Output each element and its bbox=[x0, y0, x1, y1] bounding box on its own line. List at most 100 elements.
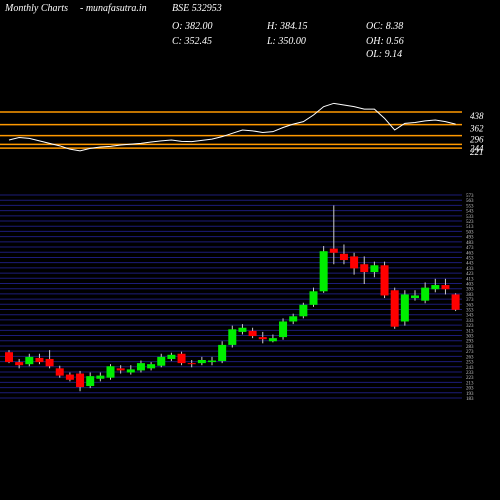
level-label: 296 bbox=[470, 135, 484, 145]
y-tick-label: 533 bbox=[466, 215, 474, 220]
open-label: O: 382.00 bbox=[172, 21, 213, 32]
candle-body bbox=[360, 264, 369, 273]
candle-body bbox=[25, 356, 34, 365]
y-tick-label: 543 bbox=[466, 210, 474, 215]
y-tick-label: 473 bbox=[466, 246, 474, 251]
y-tick-label: 393 bbox=[466, 288, 474, 293]
y-tick-label: 273 bbox=[466, 350, 474, 355]
candle-body bbox=[35, 357, 44, 363]
candle-body bbox=[55, 368, 64, 376]
y-tick-label: 203 bbox=[466, 387, 474, 392]
candle-body bbox=[177, 353, 186, 364]
candle-body bbox=[147, 364, 156, 369]
level-label: 438 bbox=[470, 111, 484, 121]
y-tick-label: 233 bbox=[466, 371, 474, 376]
candle-body bbox=[218, 344, 227, 362]
y-tick-label: 413 bbox=[466, 277, 474, 282]
y-tick-label: 263 bbox=[466, 355, 474, 360]
y-tick-label: 453 bbox=[466, 256, 474, 261]
y-tick-label: 573 bbox=[466, 194, 474, 199]
y-tick-label: 243 bbox=[466, 366, 474, 371]
candle-body bbox=[15, 362, 24, 366]
y-tick-label: 333 bbox=[466, 319, 474, 324]
y-tick-label: 483 bbox=[466, 241, 474, 246]
y-tick-label: 493 bbox=[466, 236, 474, 241]
candle-body bbox=[441, 285, 450, 290]
candle-body bbox=[86, 376, 95, 387]
candle-body bbox=[197, 360, 206, 364]
y-tick-label: 523 bbox=[466, 220, 474, 225]
y-tick-label: 423 bbox=[466, 272, 474, 277]
y-tick-label: 373 bbox=[466, 298, 474, 303]
candle-body bbox=[329, 248, 338, 253]
candle-body bbox=[258, 337, 267, 340]
y-tick-label: 353 bbox=[466, 309, 474, 314]
candle-body bbox=[400, 294, 409, 322]
y-tick-label: 303 bbox=[466, 335, 474, 340]
y-tick-label: 293 bbox=[466, 340, 474, 345]
site: Monthly Charts bbox=[4, 3, 68, 14]
candle-body bbox=[279, 321, 288, 338]
candle-body bbox=[167, 354, 176, 359]
price-line bbox=[8, 102, 456, 152]
candle-body bbox=[96, 375, 105, 379]
candle-body bbox=[187, 363, 196, 365]
y-tick-label: 553 bbox=[466, 204, 474, 209]
candle-body bbox=[390, 290, 399, 327]
candle-body bbox=[339, 253, 348, 261]
candle-body bbox=[136, 363, 145, 371]
candle-body bbox=[116, 368, 125, 371]
y-tick-label: 563 bbox=[466, 199, 474, 204]
y-tick-label: 183 bbox=[466, 397, 474, 402]
oc-label: OC: 8.38 bbox=[366, 21, 403, 32]
y-tick-label: 343 bbox=[466, 314, 474, 319]
candle-body bbox=[350, 256, 359, 269]
candle-body bbox=[248, 330, 257, 337]
y-tick-label: 513 bbox=[466, 225, 474, 230]
candle-body bbox=[45, 358, 54, 367]
y-tick-label: 383 bbox=[466, 293, 474, 298]
low-label: L: 350.00 bbox=[266, 36, 306, 47]
symbol: BSE 532953 bbox=[172, 3, 222, 14]
candle-body bbox=[126, 369, 135, 373]
ol-label: OL: 9.14 bbox=[366, 49, 402, 60]
candle-body bbox=[76, 373, 85, 388]
candle-body bbox=[309, 291, 318, 305]
y-tick-label: 253 bbox=[466, 361, 474, 366]
y-tick-label: 463 bbox=[466, 251, 474, 256]
oh-label: OH: 0.56 bbox=[366, 36, 404, 47]
high-label: H: 384.15 bbox=[266, 21, 308, 32]
candle-body bbox=[299, 304, 308, 317]
candle-body bbox=[238, 327, 247, 332]
y-tick-label: 433 bbox=[466, 267, 474, 272]
candle-body bbox=[380, 265, 389, 296]
candle-body bbox=[431, 285, 440, 290]
candle-body bbox=[228, 329, 237, 345]
candle-body bbox=[5, 352, 13, 363]
candle-body bbox=[319, 251, 328, 292]
source: - munafasutra.in bbox=[80, 3, 147, 14]
y-tick-label: 313 bbox=[466, 329, 474, 334]
y-tick-label: 503 bbox=[466, 230, 474, 235]
close-label: C: 352.45 bbox=[172, 36, 212, 47]
candle-body bbox=[421, 287, 430, 301]
y-tick-label: 223 bbox=[466, 376, 474, 381]
candle-body bbox=[451, 294, 460, 310]
y-tick-label: 443 bbox=[466, 262, 474, 267]
y-tick-label: 363 bbox=[466, 303, 474, 308]
candle-body bbox=[411, 295, 419, 299]
candle-body bbox=[106, 366, 115, 378]
y-tick-label: 403 bbox=[466, 282, 474, 287]
level-label: 362 bbox=[469, 124, 484, 134]
level-label: 221 bbox=[470, 147, 484, 157]
y-tick-label: 193 bbox=[466, 392, 474, 397]
y-tick-label: 323 bbox=[466, 324, 474, 329]
candle-body bbox=[370, 265, 379, 273]
candle-body bbox=[208, 360, 216, 363]
y-tick-label: 283 bbox=[466, 345, 474, 350]
level-label: 244 bbox=[470, 143, 484, 153]
candle-body bbox=[289, 316, 298, 322]
